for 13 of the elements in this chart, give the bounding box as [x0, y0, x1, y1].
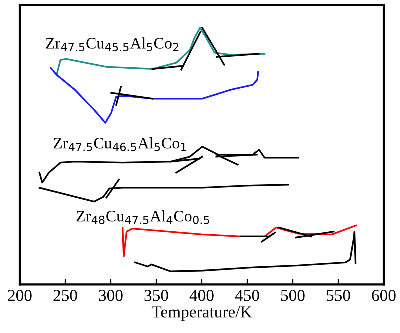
x-tick-label: 250	[54, 290, 78, 302]
x-tick-label: 200	[8, 290, 32, 302]
x-tick-label: 600	[372, 290, 396, 302]
annotation: Zr$_{47.5}$Cu$_{46.5}$Al$_{5}$Co$_{1}$	[54, 138, 186, 152]
x-tick-label: 450	[235, 290, 260, 302]
annotation: Zr$_{47.5}$Cu$_{45.5}$Al$_{5}$Co$_{2}$	[46, 38, 179, 52]
annotation: Zr$_{48}$Cu$_{47.5}$Al$_{4}$Co$_{0.5}$	[76, 210, 210, 224]
x-tick-label: 500	[281, 290, 305, 302]
x-tick-label: 550	[326, 290, 350, 302]
x-tick-label: 300	[99, 290, 123, 302]
x-axis-title: Temperature/K	[152, 306, 252, 322]
x-tick-label: 400	[190, 290, 214, 302]
x-tick-label: 350	[144, 290, 168, 302]
